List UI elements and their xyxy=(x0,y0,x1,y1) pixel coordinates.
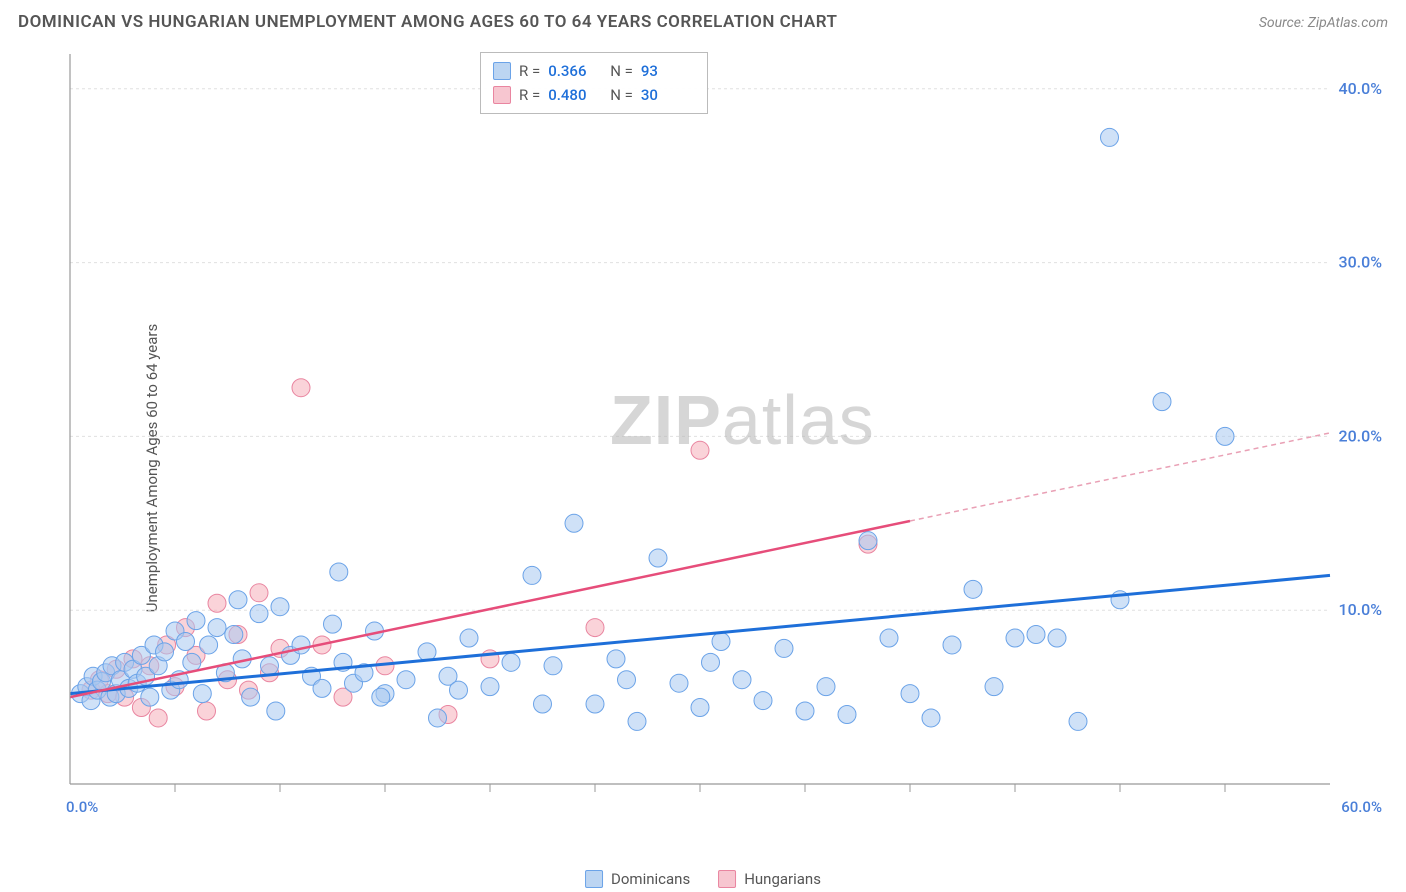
r-value-dominicans: 0.366 xyxy=(548,59,602,83)
swatch-dominicans xyxy=(493,62,511,80)
n-value-hungarians: 30 xyxy=(641,83,695,107)
svg-text:20.0%: 20.0% xyxy=(1338,426,1382,445)
svg-text:0.0%: 0.0% xyxy=(66,798,98,816)
swatch-hungarians xyxy=(493,86,511,104)
legend-item-dominicans: Dominicans xyxy=(585,870,690,888)
svg-text:30.0%: 30.0% xyxy=(1338,253,1382,272)
n-label: N = xyxy=(610,83,633,107)
source-label: Source: ZipAtlas.com xyxy=(1259,15,1388,31)
svg-text:40.0%: 40.0% xyxy=(1338,79,1382,98)
correlation-legend: R = 0.366 N = 93 R = 0.480 N = 30 xyxy=(480,52,708,114)
legend-label-dominicans: Dominicans xyxy=(611,870,690,888)
chart-area: Unemployment Among Ages 60 to 64 years Z… xyxy=(0,44,1406,892)
legend-row-dominicans: R = 0.366 N = 93 xyxy=(493,59,695,83)
r-label: R = xyxy=(519,59,540,83)
legend-item-hungarians: Hungarians xyxy=(718,870,821,888)
legend-label-hungarians: Hungarians xyxy=(744,870,821,888)
n-label: N = xyxy=(610,59,633,83)
svg-text:60.0%: 60.0% xyxy=(1341,798,1382,816)
swatch-hungarians-icon xyxy=(718,870,736,888)
chart-title: DOMINICAN VS HUNGARIAN UNEMPLOYMENT AMON… xyxy=(18,12,837,32)
swatch-dominicans-icon xyxy=(585,870,603,888)
r-value-hungarians: 0.480 xyxy=(548,83,602,107)
watermark: ZIPatlas xyxy=(610,381,875,459)
scatter-plot: ZIPatlas 10.0% 20.0% 30.0% 40.0% 0.0% 60.0% xyxy=(50,44,1390,844)
r-label: R = xyxy=(519,83,540,107)
svg-text:10.0%: 10.0% xyxy=(1338,600,1382,619)
legend-row-hungarians: R = 0.480 N = 30 xyxy=(493,83,695,107)
n-value-dominicans: 93 xyxy=(641,59,695,83)
series-legend: Dominicans Hungarians xyxy=(585,870,821,888)
